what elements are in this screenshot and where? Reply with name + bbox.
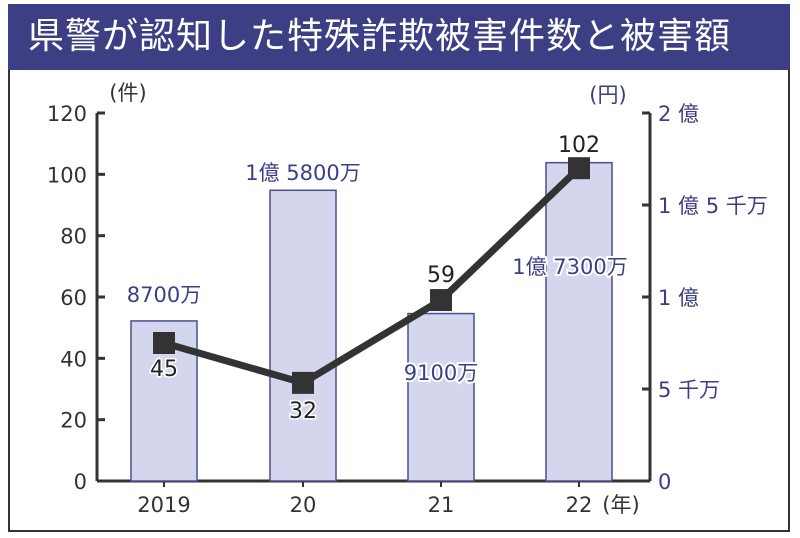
bar [407, 312, 475, 482]
left-tick-label: 20 [60, 409, 87, 433]
left-tick-label: 80 [60, 225, 87, 249]
count-label: 45 [150, 357, 178, 382]
right-tick-label: 0 [658, 470, 671, 494]
right-axis-unit: (円) [589, 83, 626, 107]
amount-label: 1億 5800万 [245, 161, 360, 185]
x-tick-label: 2019 [137, 493, 190, 517]
left-tick-label: 0 [74, 470, 87, 494]
count-label: 59 [427, 263, 455, 288]
right-tick-label: 2 億 [658, 102, 699, 126]
count-label: 32 [289, 399, 317, 424]
bar [269, 189, 337, 482]
count-label: 102 [558, 133, 600, 158]
chart-title: 県警が認知した特殊詐欺被害件数と被害額 [8, 4, 790, 70]
right-tick-label: 1 億 [658, 286, 699, 310]
x-axis-unit: (年) [602, 493, 639, 517]
amount-label: 1億 7300万 [512, 255, 627, 279]
x-tick-label: 22 [566, 493, 593, 517]
count-line [163, 165, 582, 387]
count-marker [292, 371, 314, 394]
left-tick-label: 120 [47, 102, 87, 126]
x-tick-label: 21 [428, 493, 455, 517]
count-marker [430, 289, 452, 312]
amount-label: 8700万 [127, 283, 201, 307]
count-marker [153, 332, 175, 354]
count-marker [568, 157, 590, 180]
amount-label: 9100万 [404, 361, 478, 385]
left-tick-label: 100 [47, 163, 87, 187]
right-tick-label: 1 億 5 千万 [658, 194, 768, 218]
bar [545, 161, 613, 482]
x-tick-label: 20 [290, 493, 317, 517]
left-axis-unit: (件) [109, 81, 146, 105]
left-tick-label: 40 [60, 347, 87, 371]
right-tick-label: 5 千万 [658, 378, 720, 402]
left-tick-label: 60 [60, 286, 87, 310]
